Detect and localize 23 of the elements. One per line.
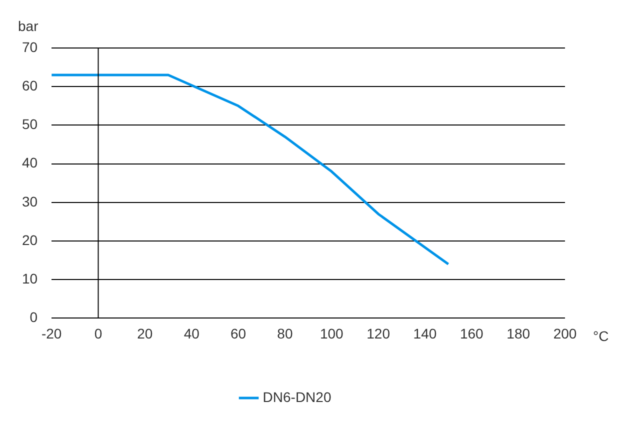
x-tick-label: 160 [460, 325, 484, 342]
y-tick-label: 20 [22, 232, 38, 248]
x-tick-label: 80 [277, 325, 293, 342]
x-tick-label: 200 [553, 325, 577, 342]
y-tick-label: 10 [22, 270, 38, 286]
y-axis-title: bar [18, 18, 39, 34]
x-tick-label: 180 [506, 325, 530, 342]
y-tick-label: 60 [22, 77, 38, 94]
x-tick-label: 100 [320, 325, 344, 342]
y-tick-label: 0 [30, 309, 38, 326]
y-tick-label: 40 [22, 154, 38, 171]
x-tick-label: 0 [94, 325, 102, 342]
x-tick-label: 120 [366, 325, 390, 342]
legend-label: DN6-DN20 [262, 388, 332, 405]
x-axis-title: °C [593, 328, 609, 344]
x-tick-label: 140 [413, 325, 437, 342]
y-tick-label: 50 [22, 116, 38, 132]
x-tick-label: 60 [230, 325, 246, 342]
y-tick-label: 70 [22, 38, 38, 55]
x-tick-label: 40 [184, 325, 200, 342]
x-tick-label: -20 [41, 325, 62, 342]
x-tick-label: 20 [137, 325, 153, 342]
y-tick-label: 30 [22, 193, 38, 210]
